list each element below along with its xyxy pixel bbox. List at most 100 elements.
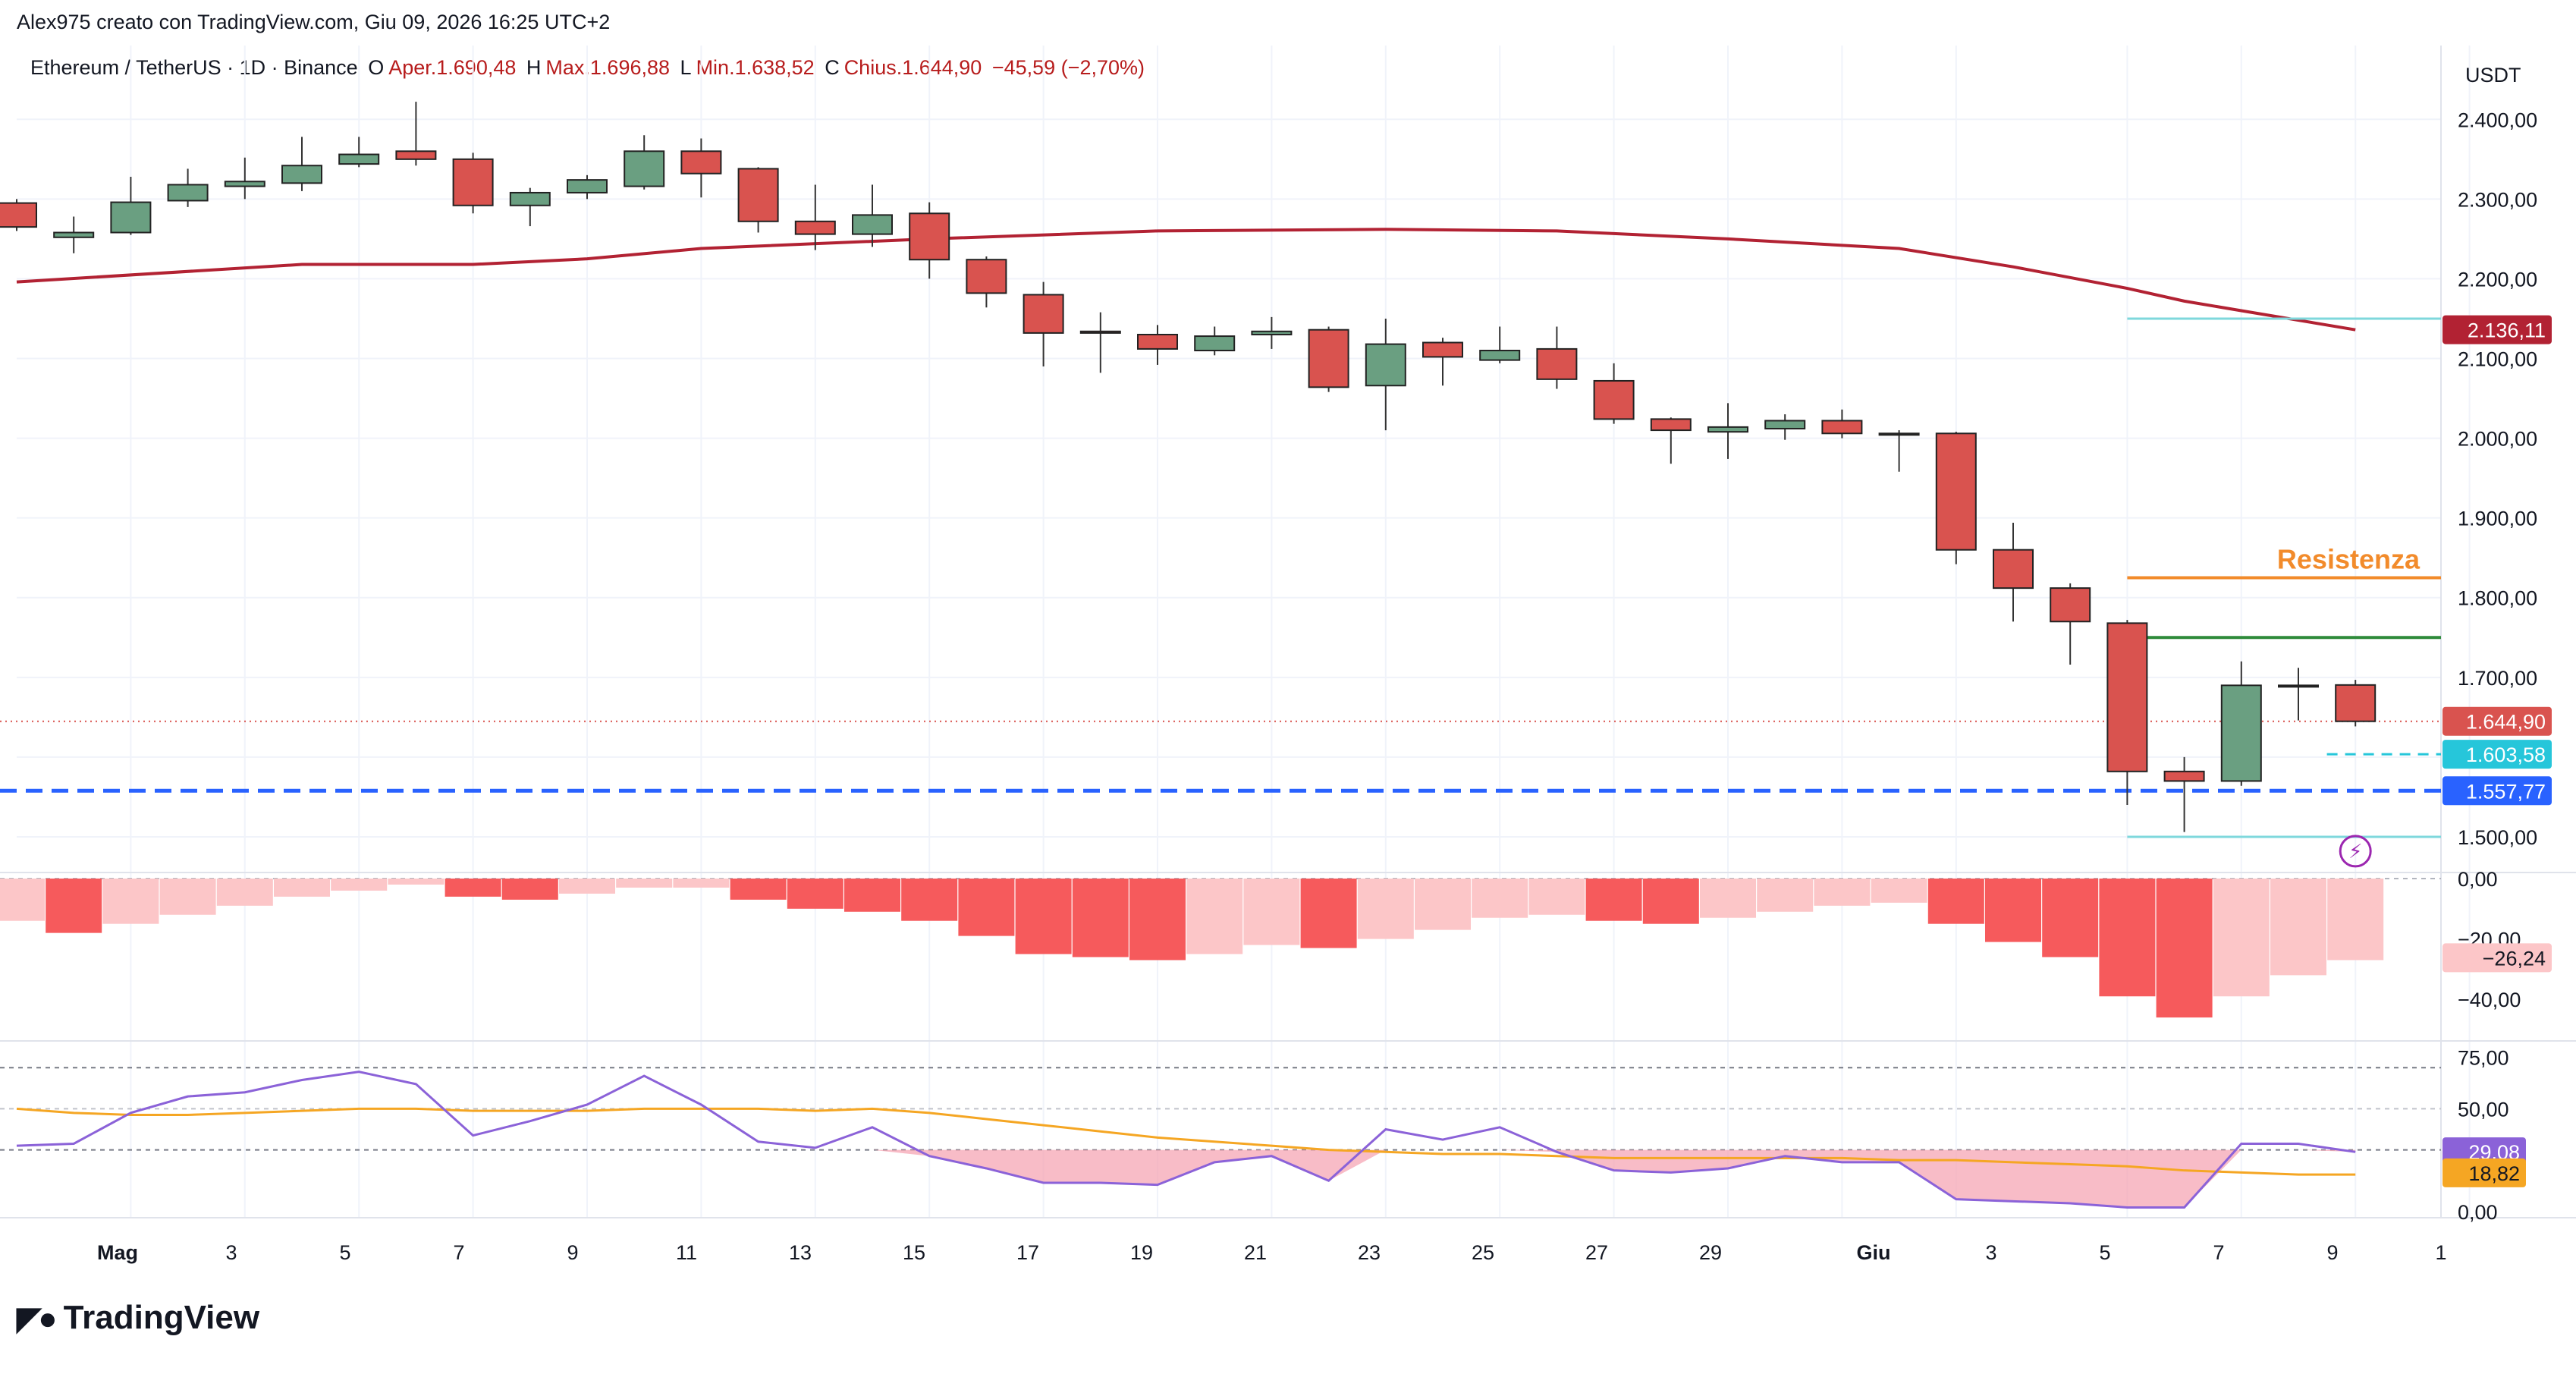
time-tick-label: 23: [1358, 1241, 1381, 1264]
time-tick-label: 19: [1130, 1241, 1153, 1264]
tradingview-logo-text: TradingView: [63, 1299, 260, 1336]
price-label-badge: [2442, 315, 2552, 344]
high-label: H: [526, 56, 542, 79]
horizontal-levels[interactable]: Resistenza ⚡: [0, 317, 2441, 868]
candle-body: [1079, 330, 1121, 334]
hist-bar: [1243, 878, 1300, 945]
price-tick-label: 2.100,00: [2458, 348, 2537, 371]
hist-bar: [1814, 878, 1871, 906]
hist-bar: [102, 878, 159, 924]
rsi-tick-label: 0,00: [2458, 1201, 2498, 1224]
rsi-ma-label: 18,82: [2468, 1162, 2520, 1185]
candle-body: [110, 201, 152, 234]
hist-bar: [1985, 878, 2041, 942]
candle-body: [680, 150, 722, 175]
tradingview-logo[interactable]: ◤● TradingView: [17, 1299, 259, 1337]
symbol-name[interactable]: Ethereum / TetherUS · 1D · Binance: [30, 56, 358, 79]
time-tick-label: 21: [1244, 1241, 1267, 1264]
candle-body: [395, 150, 437, 160]
hist-bar: [216, 878, 273, 906]
histogram-panel: [0, 877, 2441, 1018]
candle-body: [1365, 343, 1406, 387]
time-tick-label: 7: [453, 1241, 464, 1264]
candle-body: [1308, 329, 1349, 388]
hist-bar: [1015, 878, 1072, 954]
rsi-tick-label: 50,00: [2458, 1098, 2509, 1121]
candle-body: [167, 184, 209, 202]
candles: [0, 102, 2377, 832]
candle-body: [1194, 335, 1236, 352]
hist-bar: [1129, 878, 1186, 961]
price-label-badge: [2442, 706, 2552, 736]
low-value: Min.1.638,52: [696, 56, 815, 79]
hist-bar: [1700, 878, 1756, 918]
hist-bar: [2099, 878, 2156, 997]
hist-bar: [1415, 878, 1471, 930]
hist-bar: [501, 878, 558, 900]
hist-current-badge: [2442, 943, 2552, 973]
hist-bar: [274, 878, 330, 897]
hist-bar: [1528, 878, 1585, 915]
hist-bar: [1472, 878, 1528, 918]
hist-bar: [1642, 878, 1699, 924]
chart-author-caption: Alex975 creato con TradingView.com, Giu …: [17, 11, 611, 33]
price-tick-label: 2.200,00: [2458, 268, 2537, 291]
symbol-legend: Ethereum / TetherUS · 1D · Binance O Aper…: [30, 56, 1149, 80]
candle-body: [624, 150, 665, 187]
time-tick-label: 11: [676, 1241, 697, 1264]
hist-bar: [1300, 878, 1357, 948]
candle-body: [1764, 420, 1806, 429]
hist-bar: [46, 878, 102, 933]
candle-body: [452, 158, 494, 206]
open-label: O: [368, 56, 385, 79]
candle-body: [509, 191, 551, 206]
time-tick-label: 1: [2435, 1241, 2446, 1264]
candle-body: [567, 179, 608, 193]
hist-bar: [2042, 878, 2099, 957]
time-tick-label: 5: [339, 1241, 350, 1264]
candle-body: [737, 168, 779, 222]
ma-line: [16, 228, 2356, 332]
hist-tick-label: −40,00: [2458, 989, 2521, 1011]
time-tick-label: 7: [2213, 1241, 2224, 1264]
price-chart[interactable]: Resistenza ⚡ USDT 2.400,00 2.300,00 2.200,00…: [0, 0, 2576, 1290]
price-axis[interactable]: USDT 2.400,00 2.300,00 2.200,00 2.100,00 2.00…: [2442, 64, 2552, 1224]
hist-bar: [901, 878, 958, 921]
time-tick-label: 3: [225, 1241, 237, 1264]
candle-body: [1593, 379, 1635, 420]
candle-body: [1993, 549, 2034, 590]
high-value: Max.1.696,88: [545, 56, 671, 79]
hist-bar: [844, 878, 900, 912]
candle-body: [1251, 330, 1293, 335]
time-tick-label: 5: [2099, 1241, 2110, 1264]
hist-bar: [1927, 878, 1984, 924]
tradingview-mark-icon: ◤●: [17, 1300, 58, 1336]
rsi-ma-badge: [2442, 1158, 2526, 1187]
candle-body: [1935, 432, 1977, 551]
candle-body: [2163, 770, 2205, 782]
time-tick-label: 3: [1985, 1241, 1996, 1264]
time-axis[interactable]: Mag 3 5 7 9 11 13 15 17 19 21 23 25 27 29 Giu 3 5 7 9 1: [97, 1241, 2447, 1264]
time-tick-label: Mag: [97, 1241, 138, 1264]
close-value: Chius.1.644,90: [843, 56, 982, 79]
price-label-text: 1.603,58: [2466, 744, 2546, 766]
rsi-tick-label: 75,00: [2458, 1047, 2509, 1070]
candle-body: [852, 214, 893, 235]
candle-body: [1023, 294, 1064, 334]
candle-body: [1878, 432, 1920, 436]
price-tick-label: 1.700,00: [2458, 667, 2537, 690]
change-value: −45,59 (−2,70%): [991, 56, 1145, 79]
hist-bar: [331, 878, 388, 891]
price-tick-label: 2.300,00: [2458, 188, 2537, 211]
hist-bar: [1072, 878, 1129, 957]
hist-bar: [159, 878, 216, 915]
hist-bar: [2213, 878, 2270, 997]
price-label-text: 1.557,77: [2466, 780, 2546, 803]
time-tick-label: 25: [1472, 1241, 1494, 1264]
hist-bar: [0, 878, 45, 921]
candle-body: [2278, 684, 2319, 688]
price-label-badge: [2442, 776, 2552, 806]
hist-bar: [787, 878, 843, 909]
candle-body: [0, 202, 37, 228]
time-tick-label: 9: [567, 1241, 578, 1264]
